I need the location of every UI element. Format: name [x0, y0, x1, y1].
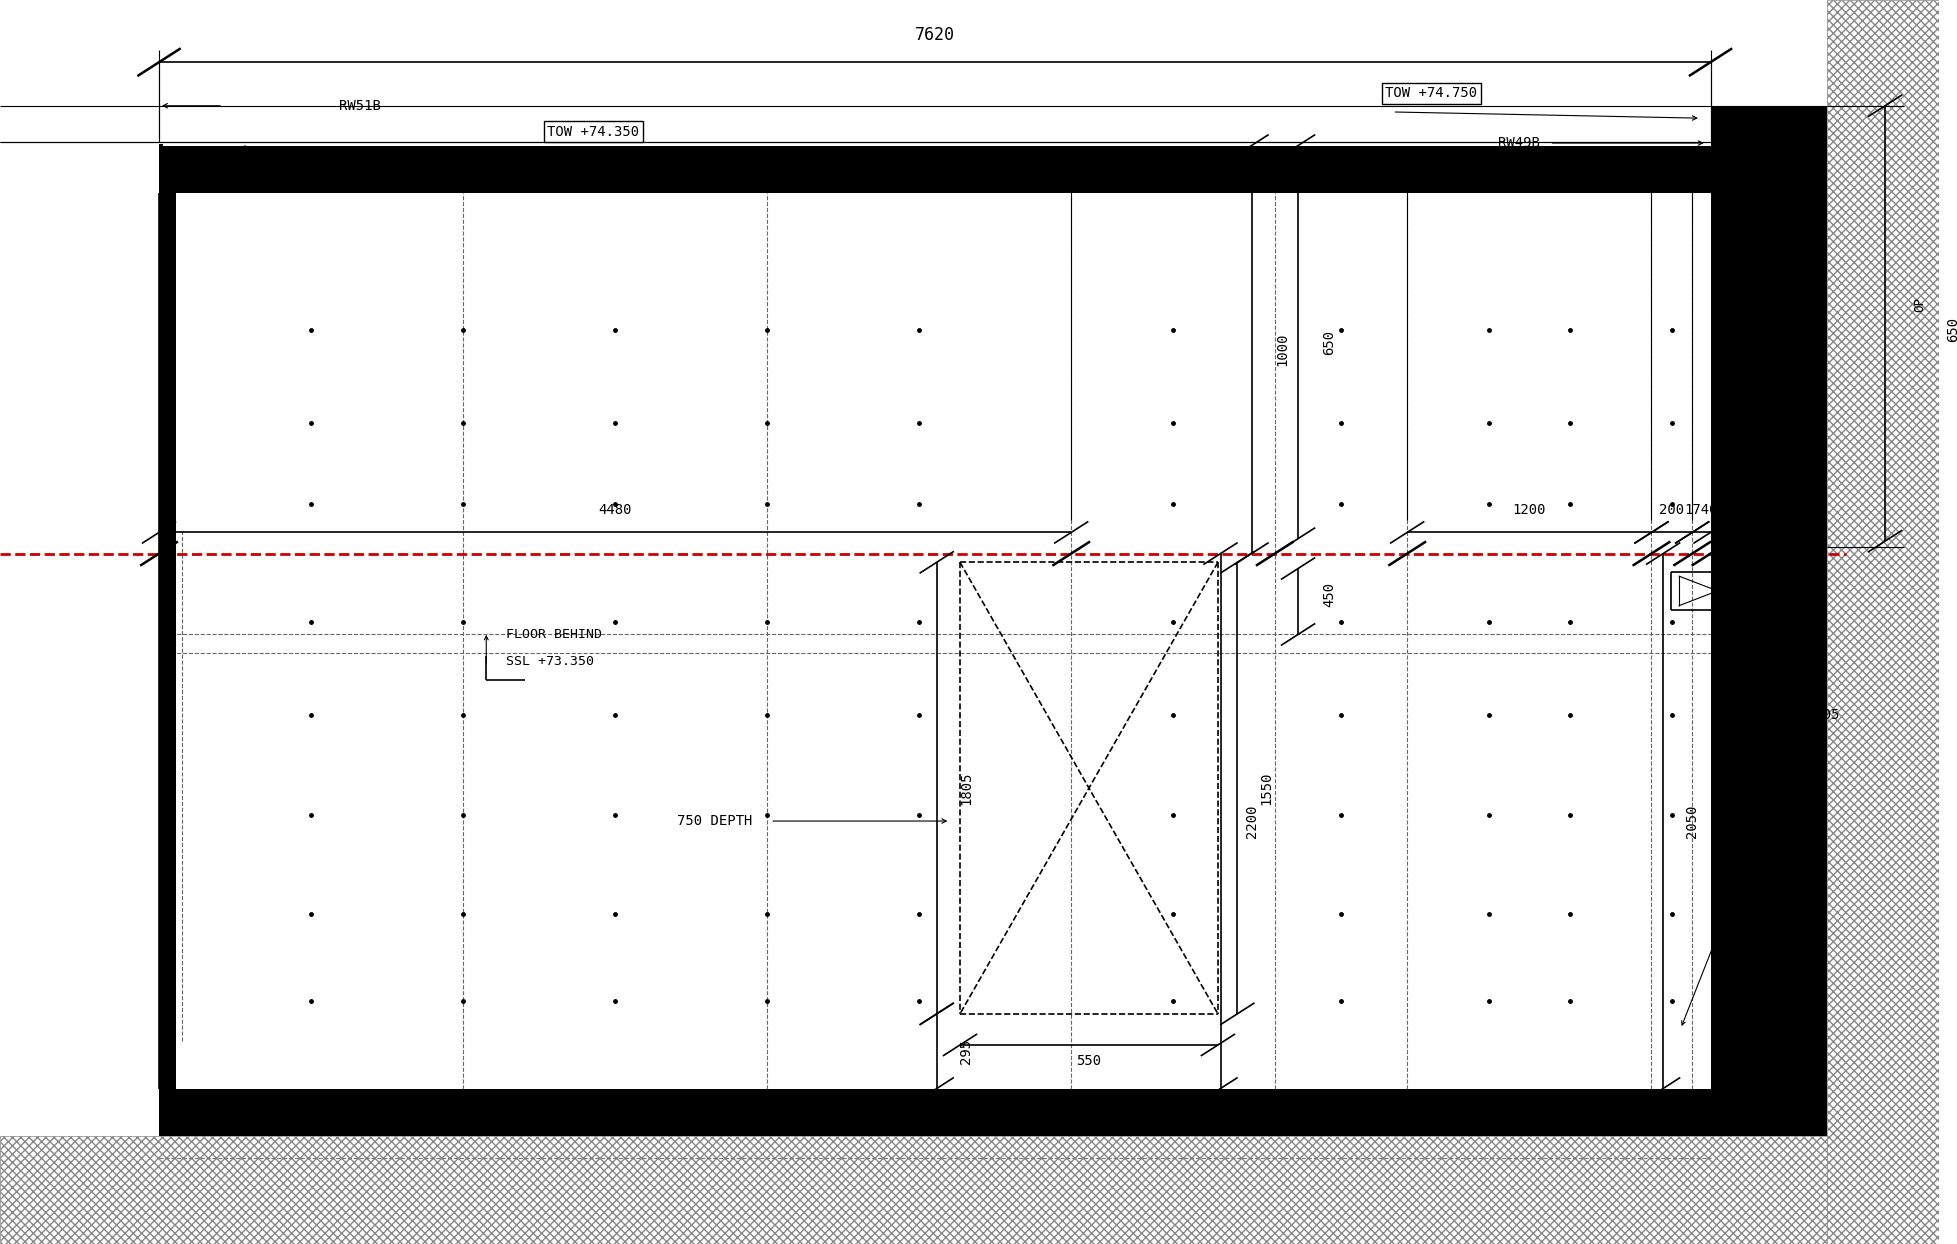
- Text: OP: OP: [1914, 297, 1926, 312]
- Text: FLOOR BEHIND: FLOOR BEHIND: [505, 628, 601, 641]
- Text: 650: 650: [1323, 330, 1337, 355]
- Text: 4480: 4480: [599, 503, 632, 518]
- Text: 1505: 1505: [1806, 708, 1840, 723]
- Text: 1740: 1740: [1685, 503, 1718, 518]
- Bar: [1828, 0, 1939, 1244]
- Text: 1550: 1550: [1260, 771, 1274, 805]
- Text: 2200: 2200: [1245, 805, 1258, 837]
- Text: 1805: 1805: [959, 771, 973, 805]
- Text: 450: 450: [1323, 581, 1337, 607]
- Text: 2050: 2050: [1685, 805, 1699, 837]
- Text: 750 DEPTH: 750 DEPTH: [677, 814, 751, 829]
- Text: 650: 650: [1945, 317, 1957, 342]
- Bar: [0, 1136, 1828, 1244]
- Text: 550: 550: [1076, 1054, 1102, 1069]
- Bar: [1710, 106, 1828, 1136]
- Text: 1200: 1200: [1513, 503, 1546, 518]
- Text: 1000: 1000: [1276, 333, 1290, 366]
- Text: TOW +74.350: TOW +74.350: [548, 124, 640, 139]
- Bar: [159, 146, 1710, 193]
- Text: SSL +73.350: SSL +73.350: [505, 656, 593, 668]
- Bar: [159, 193, 176, 1088]
- Text: 295: 295: [959, 1039, 973, 1064]
- Text: RW49B: RW49B: [1497, 136, 1540, 151]
- Text: 7620: 7620: [914, 26, 955, 44]
- Text: RW51B: RW51B: [339, 98, 382, 113]
- Text: 200: 200: [1660, 503, 1685, 518]
- Bar: [159, 1088, 1710, 1136]
- Text: TOW +74.750: TOW +74.750: [1386, 86, 1478, 101]
